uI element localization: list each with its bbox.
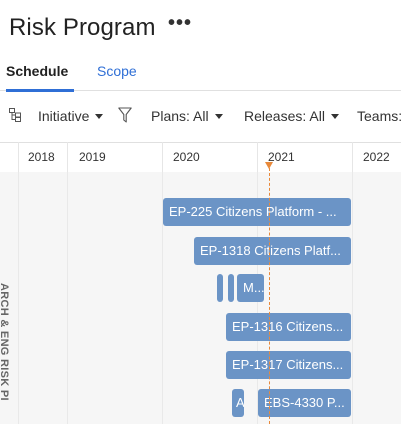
gridline bbox=[162, 172, 163, 424]
today-line bbox=[269, 168, 270, 424]
view-tabs: Schedule Scope bbox=[0, 55, 401, 92]
epic-bar-small[interactable] bbox=[217, 274, 223, 302]
plans-label: Plans: All bbox=[151, 108, 209, 124]
year-label: 2022 bbox=[363, 150, 390, 164]
year-label: 2019 bbox=[79, 150, 106, 164]
initiative-label: Initiative bbox=[38, 108, 90, 124]
releases-dropdown[interactable]: Releases: All bbox=[244, 108, 339, 124]
chevron-down-icon bbox=[214, 113, 223, 119]
epic-bar-ep-1318[interactable]: EP-1318 Citizens Platf... bbox=[194, 237, 351, 265]
toolbar: Initiative Plans: All Releases: All Team… bbox=[0, 100, 401, 132]
timeline-header: 2018 2019 2020 2021 2022 bbox=[0, 142, 401, 172]
epic-bar-a[interactable]: A bbox=[232, 389, 244, 417]
year-divider bbox=[18, 142, 19, 172]
year-label: 2020 bbox=[173, 150, 200, 164]
filter-icon[interactable] bbox=[118, 107, 132, 123]
tab-scope[interactable]: Scope bbox=[97, 63, 137, 79]
year-divider bbox=[162, 142, 163, 172]
initiative-dropdown[interactable]: Initiative bbox=[38, 108, 104, 124]
more-options-button[interactable]: ••• bbox=[168, 12, 193, 34]
chevron-down-icon bbox=[330, 113, 339, 119]
gridline bbox=[352, 172, 353, 424]
epic-bar-small[interactable] bbox=[228, 274, 234, 302]
teams-label: Teams: bbox=[357, 108, 401, 124]
today-marker-icon bbox=[265, 162, 273, 169]
year-label: 2021 bbox=[268, 150, 295, 164]
gridline bbox=[18, 172, 19, 424]
swimlane-label-text: ARCH & ENG RISK PI bbox=[0, 283, 10, 401]
epic-bar-ep-1317[interactable]: EP-1317 Citizens... bbox=[226, 351, 351, 379]
page-title: Risk Program bbox=[9, 14, 156, 41]
year-divider bbox=[352, 142, 353, 172]
swimlane-label: ARCH & ENG RISK PI bbox=[0, 283, 12, 424]
epic-bar-m[interactable]: M... bbox=[237, 274, 264, 302]
page-header: Risk Program ••• bbox=[0, 0, 401, 55]
epic-bar-ep-225[interactable]: EP-225 Citizens Platform - ... bbox=[163, 198, 351, 226]
chevron-down-icon bbox=[95, 113, 104, 119]
plans-dropdown[interactable]: Plans: All bbox=[151, 108, 223, 124]
year-divider bbox=[257, 142, 258, 172]
year-label: 2018 bbox=[28, 150, 55, 164]
epic-bar-ep-1316[interactable]: EP-1316 Citizens... bbox=[226, 313, 351, 341]
year-divider bbox=[67, 142, 68, 172]
hierarchy-icon[interactable] bbox=[9, 108, 21, 122]
gridline bbox=[67, 172, 68, 424]
tab-schedule[interactable]: Schedule bbox=[6, 63, 75, 92]
epic-bar-ebs-4330[interactable]: EBS-4330 P... bbox=[258, 389, 351, 417]
teams-dropdown[interactable]: Teams: bbox=[357, 108, 401, 124]
releases-label: Releases: All bbox=[244, 108, 325, 124]
